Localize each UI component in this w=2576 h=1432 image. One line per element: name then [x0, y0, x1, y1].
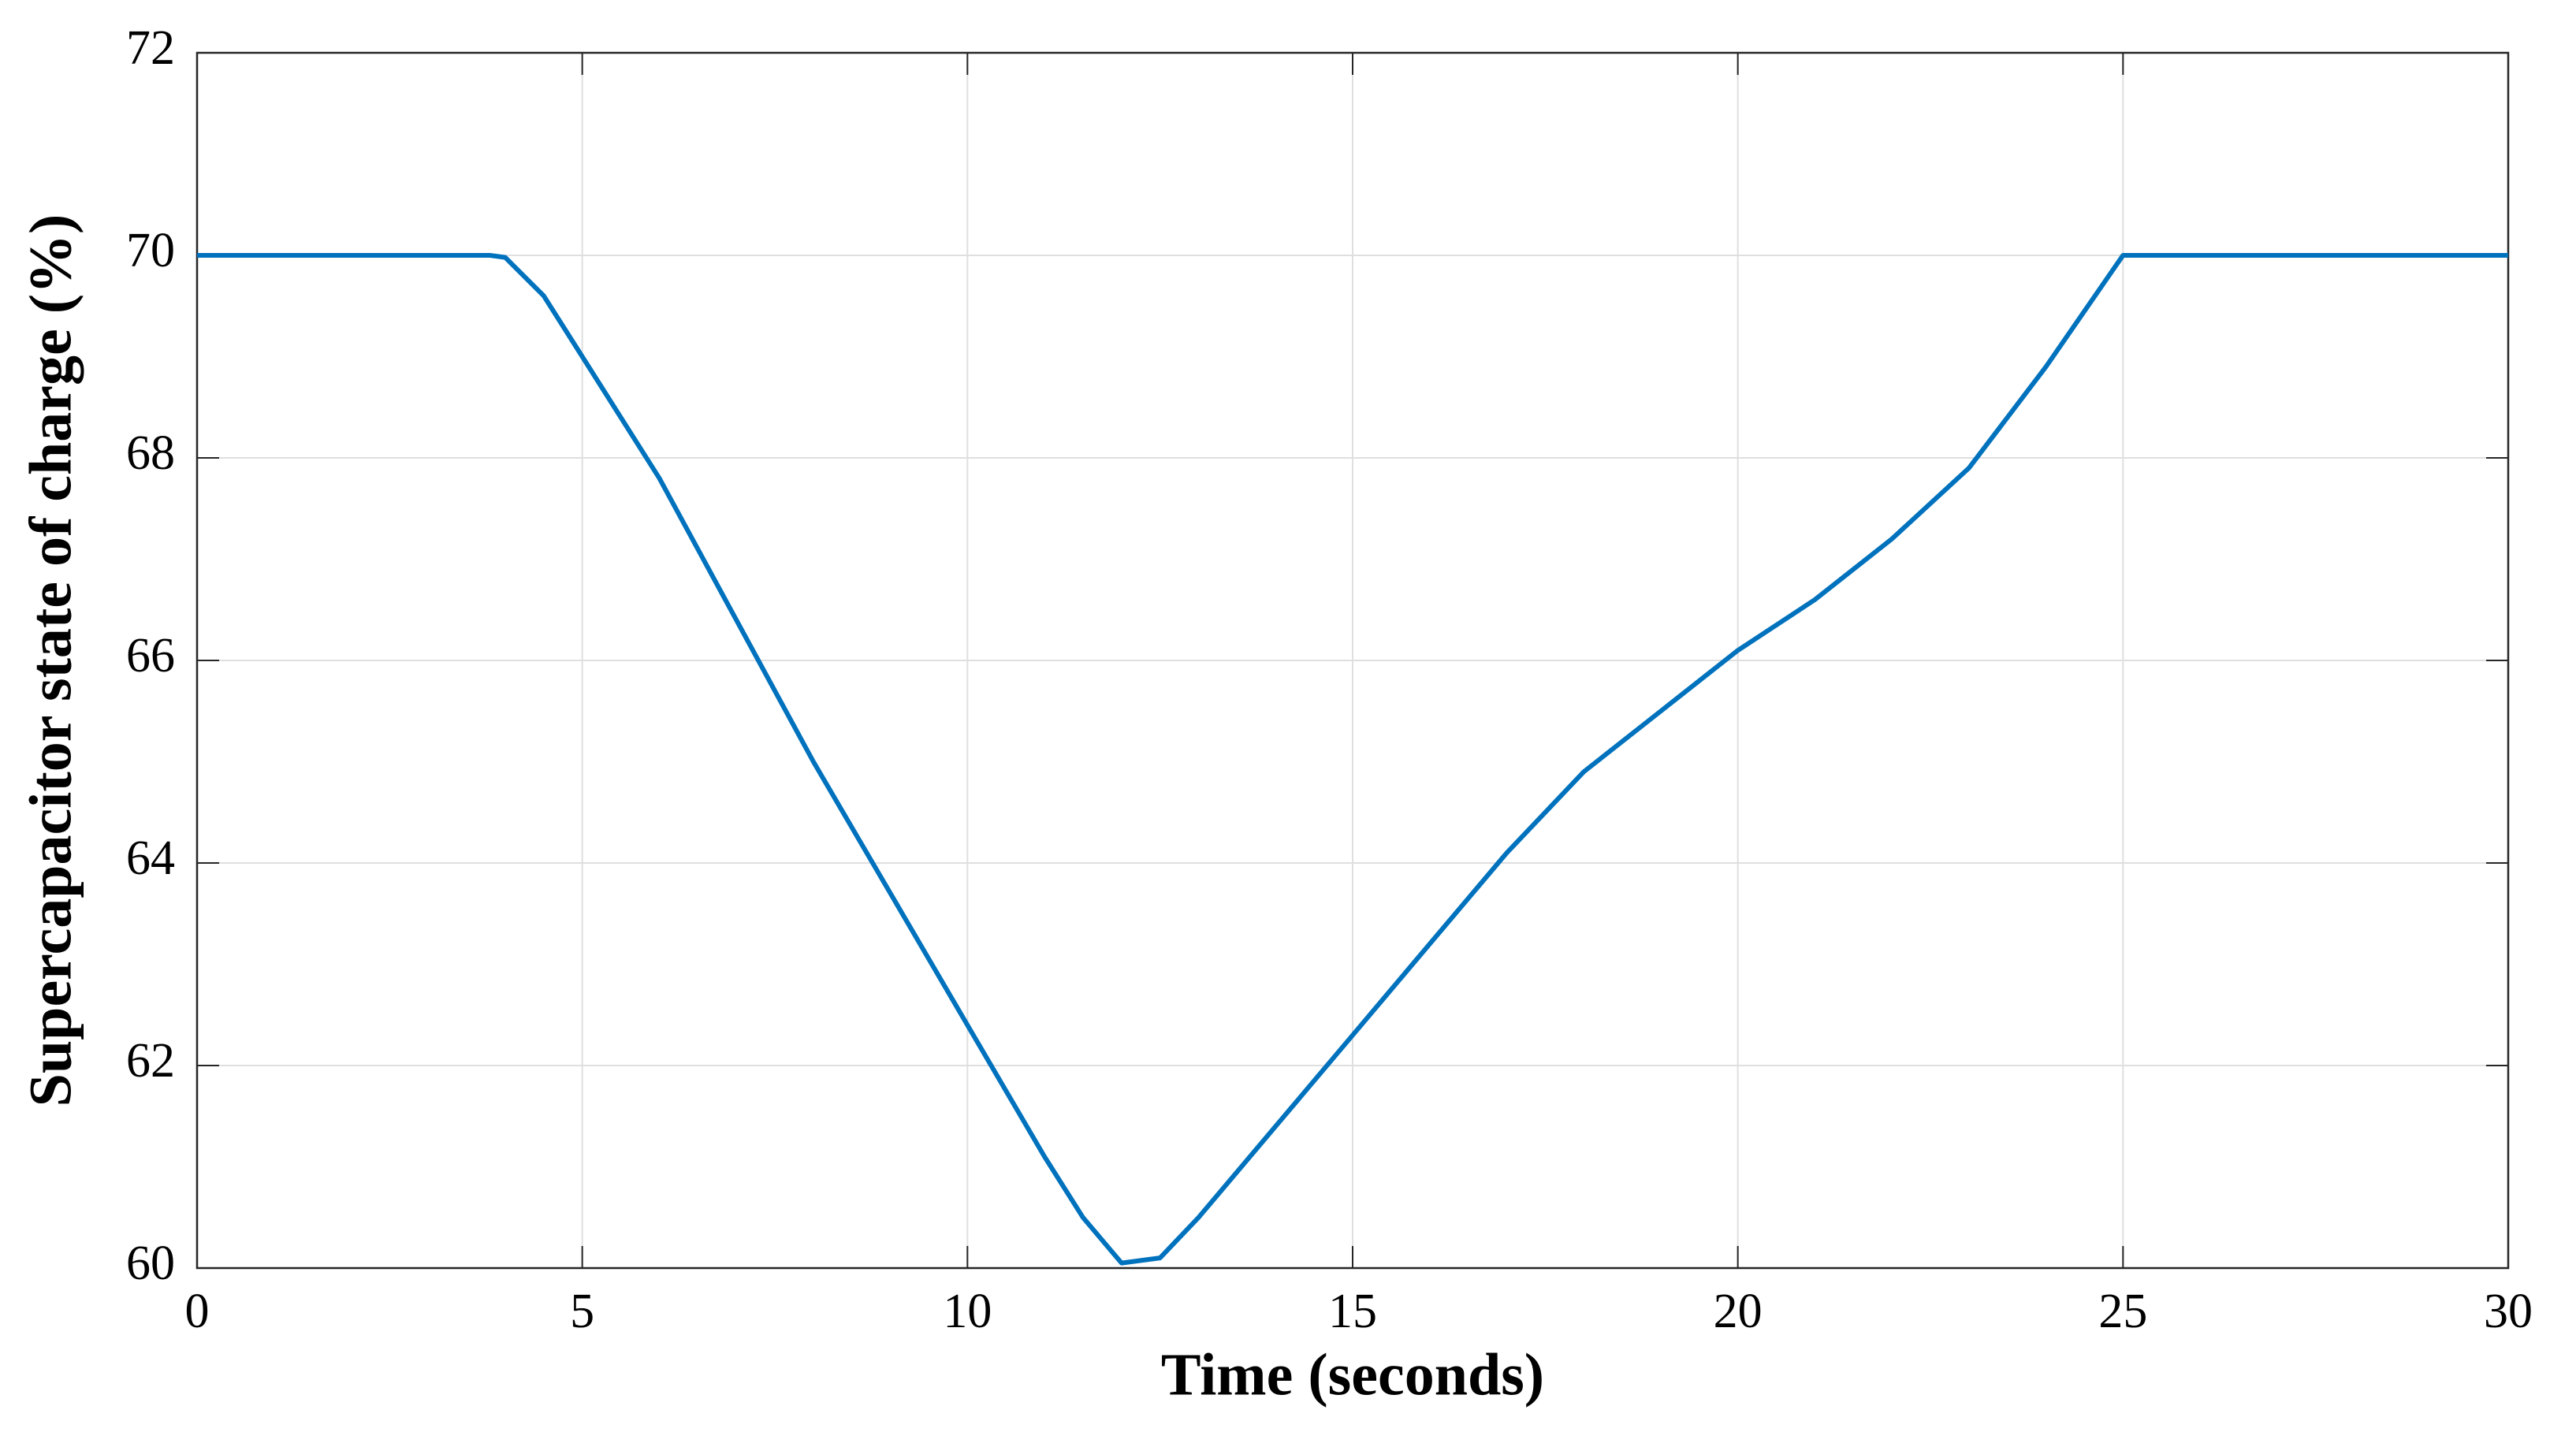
y-axis-label: Supercapacitor state of charge (%) — [17, 214, 84, 1107]
x-tick-label: 5 — [570, 1285, 594, 1338]
y-tick-label: 68 — [126, 426, 175, 480]
y-tick-label: 66 — [126, 629, 175, 683]
x-tick-label: 25 — [2098, 1285, 2147, 1338]
y-tick-label: 60 — [126, 1237, 175, 1290]
y-tick-label: 64 — [126, 831, 175, 885]
x-tick-label: 10 — [943, 1285, 992, 1338]
data-line — [197, 253, 2508, 1266]
x-tick-label: 15 — [1328, 1285, 1377, 1338]
y-tick-label: 72 — [126, 21, 175, 75]
x-tick-label: 20 — [1714, 1285, 1763, 1338]
plot-frame — [195, 51, 2510, 1270]
y-tick-label: 70 — [126, 224, 175, 277]
x-axis-label: Time (seconds) — [1161, 1341, 1544, 1408]
x-tick-label: 30 — [2484, 1285, 2533, 1338]
x-tick-label: 0 — [185, 1285, 210, 1338]
y-tick-label: 62 — [126, 1034, 175, 1088]
